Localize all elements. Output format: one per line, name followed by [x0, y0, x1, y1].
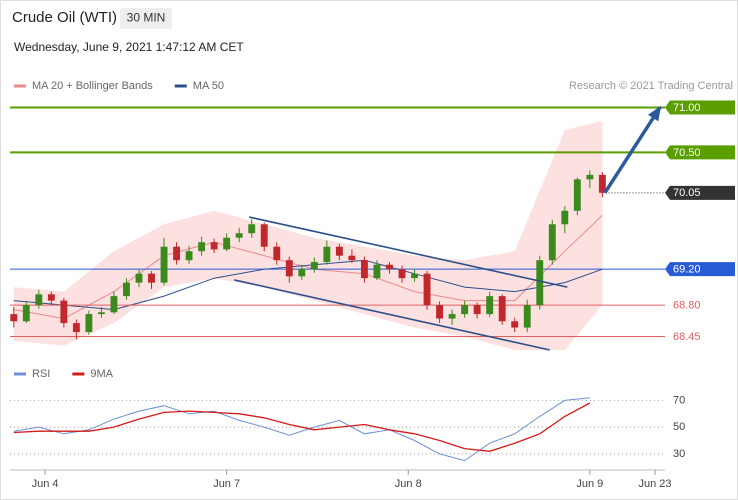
x-tick-label: Jun 4 [32, 478, 59, 490]
candle-body [486, 296, 494, 315]
candle-body [160, 246, 168, 283]
candle-body [22, 305, 30, 322]
level-label: 68.45 [673, 331, 701, 343]
candle-body [335, 246, 343, 256]
candle-body [10, 314, 18, 322]
candle-body [573, 179, 581, 211]
rsi-line [13, 397, 590, 462]
level-label: 68.80 [673, 300, 701, 312]
candle-body [60, 300, 68, 324]
x-tick-label: Jun 7 [213, 478, 240, 490]
candle-body [198, 242, 206, 252]
x-tick-label: Jun 23 [638, 478, 671, 490]
y-tick-label: 50 [673, 421, 685, 433]
credit: Research © 2021 Trading Central [569, 80, 733, 92]
candle-body [586, 174, 594, 180]
candle-body [185, 251, 193, 261]
candle-body [423, 273, 431, 306]
candle-body [35, 294, 43, 306]
candle-body [148, 273, 155, 283]
level-label: 69.20 [673, 264, 701, 276]
legend-label: MA 20 + Bollinger Bands [32, 80, 153, 92]
level-label: 70.50 [673, 147, 701, 159]
candle-body [285, 260, 293, 277]
y-tick-label: 30 [673, 448, 685, 460]
candle-body [110, 296, 118, 313]
candle-body [223, 237, 231, 250]
legend-label: 9MA [90, 368, 113, 380]
candle-body [310, 261, 318, 270]
candle-body [72, 323, 80, 333]
candle-body [123, 282, 130, 297]
candle-body [348, 255, 356, 261]
candle-body [135, 273, 143, 283]
candle-body [548, 224, 556, 261]
candle-body [47, 294, 55, 301]
candle-body [260, 224, 268, 247]
candle-body [511, 321, 519, 328]
candle-body [448, 314, 456, 319]
chart-title: Crude Oil (WTI) [12, 9, 117, 26]
level-label-box [665, 185, 735, 200]
candle-body [173, 246, 181, 261]
forecast-arrow [603, 106, 662, 194]
level-label-box [665, 262, 735, 277]
x-tick-label: Jun 8 [395, 478, 422, 490]
candle-body [411, 273, 418, 279]
candle-body [386, 264, 393, 270]
candle-body [498, 296, 506, 322]
candle-body [373, 264, 381, 279]
candle-body [248, 224, 256, 234]
legend-label: RSI [32, 368, 50, 380]
candle-body [85, 314, 93, 333]
level-label: 70.05 [673, 187, 701, 199]
candle-body [523, 305, 531, 328]
candle-body [323, 246, 331, 262]
candle-body [473, 305, 481, 315]
candle-body [561, 210, 569, 225]
candle-body [97, 312, 105, 315]
candle-body [273, 246, 281, 261]
level-label-box [665, 145, 735, 160]
candle-body [298, 269, 306, 277]
candle-body [436, 305, 444, 319]
bollinger-band [13, 120, 603, 351]
channel-line [249, 216, 568, 288]
level-label-box [665, 100, 735, 115]
candle-body [398, 269, 406, 279]
candle-body [536, 260, 544, 306]
legend-label: MA 50 [193, 80, 224, 92]
candle-body [598, 174, 606, 193]
channel-line [234, 279, 550, 351]
rsi-line [13, 402, 591, 452]
timeframe-badge [120, 8, 172, 29]
x-tick-label: Jun 9 [576, 478, 603, 490]
subtitle: Wednesday, June 9, 2021 1:47:12 AM CET [14, 40, 244, 54]
candle-body [360, 260, 368, 279]
candle-body [461, 305, 469, 315]
y-tick-label: 70 [673, 394, 685, 406]
candle-body [210, 242, 218, 250]
candle-body [235, 233, 243, 238]
arrow-head [648, 105, 662, 122]
timeframe: 30 MIN [127, 11, 166, 25]
level-label: 71.00 [673, 102, 701, 114]
